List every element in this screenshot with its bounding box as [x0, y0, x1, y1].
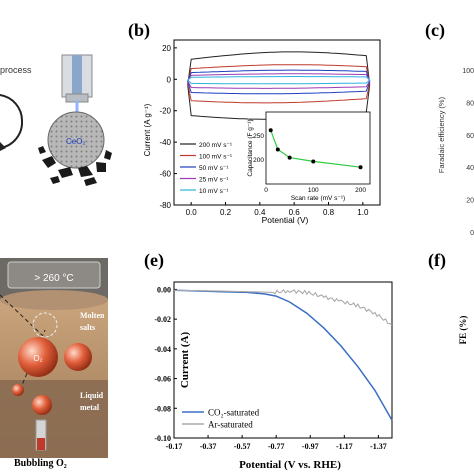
panel-c-ytick-label: 100	[462, 68, 474, 75]
panel-b-inset-point	[287, 155, 292, 160]
panel-e-legend-label: CO₂-saturated	[208, 408, 260, 418]
panel-b-series-line	[186, 76, 371, 85]
panel-e-series-line	[173, 288, 393, 326]
panel-c-fragment: (c) Faradaic efficiency (%) 100 80 60 40 20 0	[425, 20, 474, 237]
panel-e-frame	[173, 281, 393, 439]
panel-c-ytick-label: 0	[470, 230, 474, 237]
panel-c-ytick-label: 80	[466, 100, 474, 107]
panel-e-xlabel: Potential (V vs. RHE)	[239, 459, 341, 471]
panel-b-xtick-label: 0.2	[220, 208, 232, 217]
temperature-label: > 260 °C	[34, 273, 73, 284]
panel-c-ylabel: Faradaic efficiency (%)	[437, 96, 446, 173]
panel-b-legend-label: 100 mV s⁻¹	[199, 154, 233, 161]
nozzle-icon	[61, 54, 93, 124]
panel-b-letter: (b)	[128, 20, 150, 41]
panel-e-letter: (e)	[144, 250, 164, 271]
panel-b-inset-xlabel: Scan rate (mV s⁻¹)	[291, 195, 345, 202]
panel-e-xtick-label: -1.37	[370, 442, 387, 451]
panel-b-inset-ylabel: Capacitance (F g⁻¹)	[247, 119, 254, 176]
panel-b-xtick-label: 0.8	[323, 208, 335, 217]
panel-e-legend-label: Ar-saturated	[208, 420, 253, 430]
panel-f-fragment: (f) FE (%)	[428, 250, 468, 344]
panel-b-inset-xtick-label: 200	[355, 187, 366, 194]
panel-b-frame	[173, 39, 381, 206]
cycle-arrow-icon	[0, 94, 24, 149]
panel-b-inset-xtick-label: 0	[264, 187, 268, 194]
panel-b-series-line	[187, 73, 371, 89]
panel-c-ytick-label: 20	[466, 198, 474, 205]
panel-b-series-line	[187, 51, 371, 120]
panel-b-legend-label: 50 mV s⁻¹	[199, 165, 229, 172]
panel-b-inset-point	[358, 165, 363, 170]
panel-b-ytick-label: -60	[159, 170, 171, 179]
bubbling-o2-label: Bubbling O₂	[14, 458, 67, 469]
panel-b-inset-xtick-label: 100	[308, 187, 319, 194]
panel-e-ytick-label: -0.04	[154, 345, 171, 354]
molten-label-line: salts	[80, 323, 95, 332]
panel-c-ytick-label: 60	[466, 133, 474, 140]
panel-e-series-line	[173, 289, 393, 421]
panel-b-inset-ytick-label: 250	[253, 133, 264, 140]
panel-b-ytick-label: 0	[167, 75, 172, 84]
panel-e-ytick-label: -0.02	[154, 315, 171, 324]
panel-b-legend-label: 10 mV s⁻¹	[199, 188, 229, 195]
panel-b-ylabel: Current (A g⁻¹)	[143, 103, 152, 156]
liquid-label-line: metal	[80, 403, 100, 412]
panel-e-xtick-label: -1.17	[336, 442, 353, 451]
panel-b-inset-point	[268, 128, 273, 133]
panel-e-xtick-label: -0.97	[302, 442, 319, 451]
bubble-o2-label: O₂	[33, 354, 42, 363]
o2-bubble-small	[32, 395, 52, 415]
panel-b-inset-frame	[265, 111, 371, 185]
panel-e-ylabel: Current (A)	[179, 332, 191, 389]
panel-b-ytick-label: -80	[159, 201, 171, 210]
panel-b-ytick-label: -20	[159, 107, 171, 116]
ceo2-label: CeO₂	[66, 137, 86, 146]
panel-e-xtick-label: -0.77	[268, 442, 285, 451]
panel-f-ylabel: FE (%)	[458, 316, 468, 345]
panel-b-xtick-label: 0.0	[186, 208, 198, 217]
panel-a-fragment: process CeO₂	[0, 54, 112, 186]
panel-e-xtick-label: -0.57	[234, 442, 251, 451]
panel-c-letter: (c)	[425, 20, 445, 41]
o2-bubble-medium	[64, 343, 92, 371]
panel-d-fragment: > 260 °C O₂ Molten salts Liquid metal Bu…	[0, 258, 108, 469]
panel-b-xtick-label: 0.4	[254, 208, 266, 217]
panel-e-ytick-label: -0.08	[154, 404, 171, 413]
molten-label-line: Molten	[80, 311, 105, 320]
panel-b-inset-ytick-label: 200	[253, 157, 264, 164]
molten-salts-label: Molten	[80, 311, 105, 320]
panel-e-ytick-label: -0.06	[154, 375, 171, 384]
panel-e-lsv-chart: (e) Current (A) Potential (V vs. RHE) -0…	[144, 250, 393, 471]
panel-b-cv-chart: (b) Current (A g⁻¹) Potential (V) 0.0 0.2…	[128, 20, 381, 225]
panel-c-ytick-label: 40	[466, 165, 474, 172]
panel-b-xtick-label: 1.0	[357, 208, 369, 217]
panel-b-inset-point	[275, 147, 280, 152]
panel-b-ytick-label: 20	[162, 44, 171, 53]
o2-bubble-large	[18, 337, 58, 377]
panel-e-xtick-label: -0.17	[166, 442, 183, 451]
panel-e-ytick-label: 0.00	[157, 285, 171, 294]
panel-b-ytick-label: -40	[159, 138, 171, 147]
panel-b-series-line	[187, 64, 371, 104]
panel-b-inset-point	[311, 159, 316, 164]
panel-b-series-line	[187, 69, 371, 95]
panel-e-ytick-label: -0.10	[154, 434, 171, 443]
liquid-label-line: Liquid	[80, 391, 104, 400]
panel-b-legend-label: 25 mV s⁻¹	[199, 177, 229, 184]
panel-e-xtick-label: -0.37	[200, 442, 217, 451]
process-label: process	[0, 65, 32, 75]
panel-b-xlabel: Potential (V)	[262, 215, 309, 225]
panel-f-letter: (f)	[428, 250, 446, 271]
ceo2-particle: CeO₂	[38, 111, 112, 186]
panel-b-xtick-label: 0.6	[289, 208, 301, 217]
panel-b-legend-label: 200 mV s⁻¹	[199, 142, 233, 149]
